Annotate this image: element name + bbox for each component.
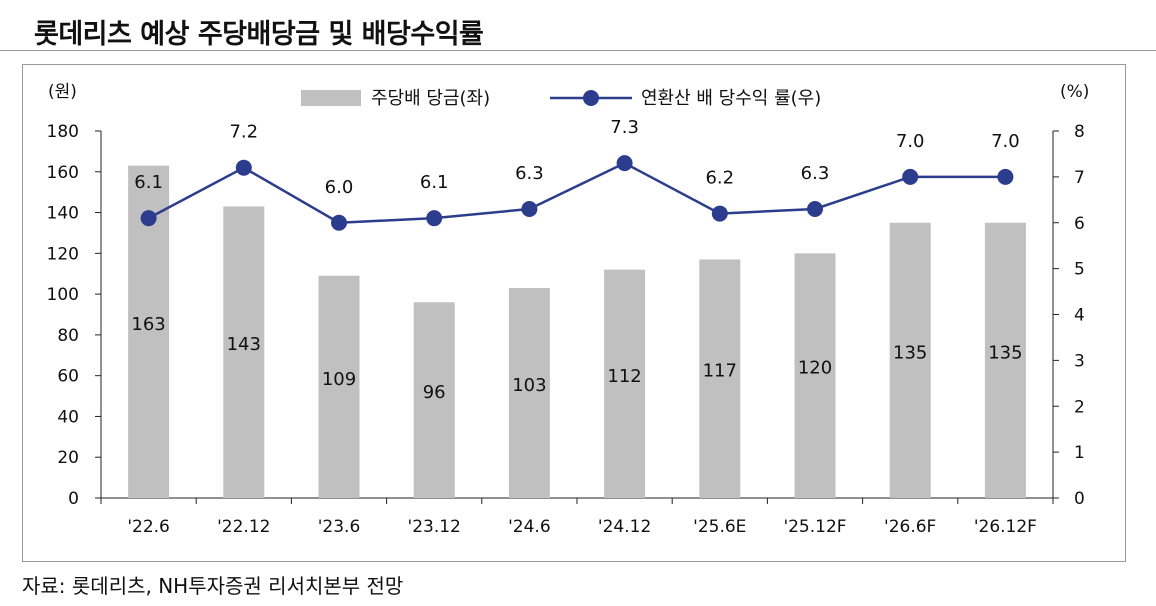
- bar: [699, 259, 741, 498]
- right-tick-label: 5: [1074, 260, 1085, 280]
- yield-marker: [426, 210, 443, 227]
- bar: [794, 253, 836, 498]
- bars-group: [128, 165, 1026, 498]
- bar-value-label: 109: [322, 369, 356, 390]
- bar: [604, 269, 646, 498]
- left-tick-label: 140: [47, 204, 79, 224]
- bar: [413, 302, 455, 498]
- x-tick-label: '26.6F: [884, 517, 936, 537]
- yield-value-label: 6.1: [420, 172, 449, 193]
- left-tick-label: 0: [68, 489, 79, 509]
- right-axis-unit: (%): [1060, 82, 1089, 102]
- bar-value-label: 135: [893, 342, 927, 363]
- bar-value-label: 120: [798, 358, 832, 379]
- yield-marker: [807, 200, 823, 217]
- chart-frame: [22, 64, 1126, 562]
- chart-title: 롯데리츠 예상 주당배당금 및 배당수익률: [34, 19, 484, 50]
- x-tick-label: '23.6: [318, 517, 361, 537]
- yield-value-label: 6.3: [801, 163, 830, 184]
- x-tick-label: '26.12F: [974, 517, 1037, 537]
- yield-value-label: 6.3: [515, 163, 544, 184]
- bar-value-label: 103: [512, 375, 546, 396]
- left-tick-label: 60: [57, 367, 79, 387]
- yield-marker: [331, 214, 347, 231]
- yield-line: [148, 161, 1006, 225]
- right-tick-label: 2: [1074, 397, 1085, 417]
- right-tick-label: 0: [1074, 489, 1085, 509]
- yield-marker: [997, 168, 1014, 185]
- legend-group: 주당배 당금(좌) 연환산 배 당수익 률(우): [301, 88, 821, 109]
- right-tick-label: 4: [1074, 306, 1085, 326]
- title-divider: [0, 50, 1156, 51]
- left-axis-unit: (원): [48, 82, 77, 102]
- x-tick-label: '22.6: [127, 517, 170, 537]
- x-tick-label: '24.12: [598, 517, 651, 537]
- yield-value-label: 7.0: [991, 131, 1020, 152]
- axes-group: 0 20 40 60 80 100 120 140 160 180 0 1 2 3 4 5 6 7 8 '22.6 '2…: [47, 82, 1090, 537]
- yield-value-label: 6.1: [134, 172, 163, 193]
- legend-line-label: 연환산 배 당수익 률(우): [641, 88, 821, 109]
- right-tick-label: 7: [1074, 168, 1085, 188]
- x-tick-label: '25.6E: [693, 517, 746, 537]
- source-note: 자료: 롯데리츠, NH투자증권 리서치본부 전망: [22, 574, 404, 598]
- left-tick-label: 120: [47, 244, 79, 264]
- line-group: [140, 155, 1014, 231]
- x-tick-label: '25.12F: [783, 517, 846, 537]
- line-labels-group: 6.1 7.2 6.0 6.1 6.3 7.3 6.2 6.3 7.0 7.0: [134, 117, 1019, 198]
- legend-bar-swatch: [301, 90, 361, 106]
- bar-value-label: 117: [703, 361, 737, 382]
- legend-line-marker: [583, 90, 599, 106]
- yield-value-label: 7.3: [610, 117, 639, 138]
- yield-marker: [140, 210, 157, 227]
- legend-bar-label: 주당배 당금(좌): [371, 88, 490, 109]
- left-tick-label: 20: [57, 448, 79, 468]
- x-tick-label: '24.6: [508, 517, 551, 537]
- bar: [318, 275, 360, 498]
- yield-marker: [711, 205, 728, 222]
- bar: [984, 222, 1026, 498]
- x-tick-label: '22.12: [217, 517, 270, 537]
- yield-marker: [521, 200, 538, 217]
- yield-marker: [235, 159, 252, 176]
- bar-value-label: 96: [423, 382, 446, 403]
- bar: [508, 287, 550, 498]
- right-tick-label: 8: [1074, 122, 1085, 142]
- right-tick-label: 3: [1074, 351, 1085, 371]
- bar-labels-group: 163 143 109 96 103 112 117 120 135 135: [131, 314, 1022, 403]
- bar: [889, 222, 931, 498]
- bar: [223, 206, 265, 498]
- bar-value-label: 163: [131, 314, 165, 335]
- left-tick-label: 160: [47, 163, 79, 183]
- x-tick-label: '23.12: [408, 517, 461, 537]
- yield-value-label: 7.0: [896, 131, 925, 152]
- yield-value-label: 6.0: [325, 177, 354, 198]
- bar-value-label: 143: [227, 334, 261, 355]
- left-tick-label: 40: [57, 407, 79, 427]
- yield-value-label: 6.2: [705, 168, 734, 189]
- left-tick-label: 180: [47, 122, 79, 142]
- right-tick-label: 6: [1074, 214, 1085, 234]
- yield-marker: [616, 155, 633, 172]
- yield-value-label: 7.2: [229, 122, 258, 143]
- left-tick-label: 100: [47, 285, 79, 305]
- bar-value-label: 135: [988, 342, 1022, 363]
- left-tick-label: 80: [57, 326, 79, 346]
- right-tick-label: 1: [1074, 443, 1085, 463]
- bar-value-label: 112: [607, 366, 641, 387]
- yield-marker: [902, 168, 919, 185]
